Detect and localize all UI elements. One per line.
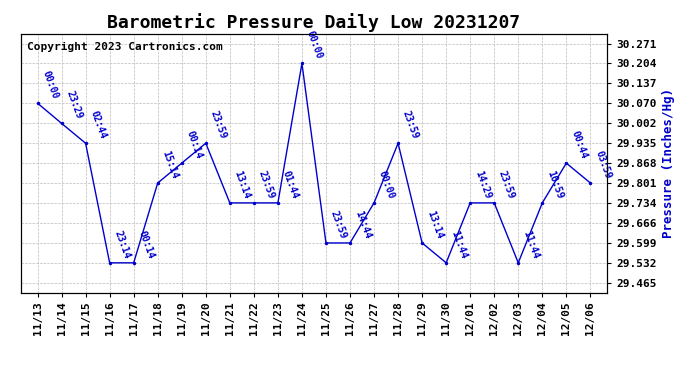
Text: 00:00: 00:00 bbox=[40, 69, 60, 100]
Title: Barometric Pressure Daily Low 20231207: Barometric Pressure Daily Low 20231207 bbox=[108, 13, 520, 32]
Text: 10:59: 10:59 bbox=[545, 169, 564, 200]
Text: Copyright 2023 Cartronics.com: Copyright 2023 Cartronics.com bbox=[26, 42, 222, 51]
Text: 01:44: 01:44 bbox=[281, 169, 300, 200]
Text: 00:00: 00:00 bbox=[377, 169, 396, 200]
Text: 11:44: 11:44 bbox=[449, 229, 469, 260]
Text: 14:44: 14:44 bbox=[353, 209, 372, 240]
Text: 00:44: 00:44 bbox=[569, 129, 589, 160]
Text: 00:14: 00:14 bbox=[137, 229, 156, 260]
Text: 13:14: 13:14 bbox=[425, 209, 444, 240]
Text: 00:14: 00:14 bbox=[184, 129, 204, 160]
Text: 23:14: 23:14 bbox=[112, 229, 132, 260]
Text: 23:59: 23:59 bbox=[257, 169, 276, 200]
Text: 23:59: 23:59 bbox=[328, 209, 348, 240]
Text: 14:29: 14:29 bbox=[473, 169, 493, 200]
Text: 13:14: 13:14 bbox=[233, 169, 252, 200]
Text: 15:14: 15:14 bbox=[161, 149, 180, 180]
Text: 23:59: 23:59 bbox=[497, 169, 516, 200]
Y-axis label: Pressure (Inches/Hg): Pressure (Inches/Hg) bbox=[662, 88, 676, 238]
Text: 03:59: 03:59 bbox=[593, 149, 613, 180]
Text: 11:44: 11:44 bbox=[521, 229, 540, 260]
Text: 00:00: 00:00 bbox=[305, 30, 324, 61]
Text: 02:44: 02:44 bbox=[88, 110, 108, 141]
Text: 23:29: 23:29 bbox=[64, 90, 83, 121]
Text: 23:59: 23:59 bbox=[401, 110, 420, 141]
Text: 23:59: 23:59 bbox=[208, 110, 228, 141]
